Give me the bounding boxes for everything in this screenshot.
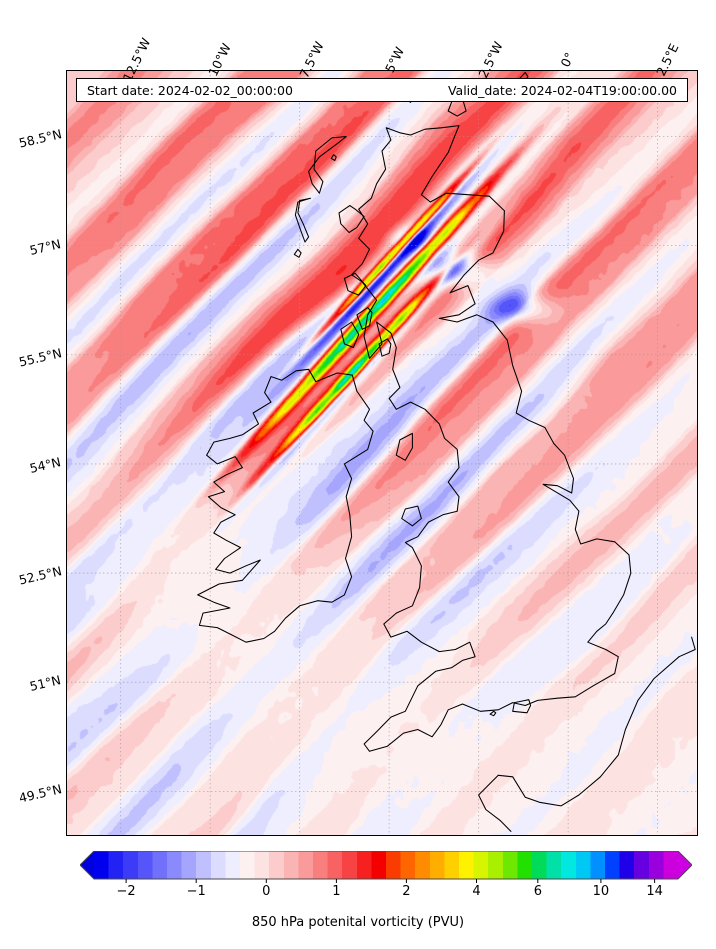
cbar-tick-8: 14 bbox=[646, 884, 663, 899]
date-info-box: Start date: 2024-02-02_00:00:00 Valid_da… bbox=[76, 78, 688, 102]
colorbar-gradient bbox=[80, 851, 692, 883]
lat-tick-6: 58.5°N bbox=[16, 126, 63, 152]
colorbar[interactable] bbox=[80, 851, 692, 883]
cbar-tick-6: 6 bbox=[533, 884, 542, 899]
cbar-tick-2: 0 bbox=[262, 884, 271, 899]
pv-field-raster bbox=[67, 71, 697, 835]
map-axes[interactable] bbox=[66, 70, 698, 836]
lon-tick-5: 0° bbox=[557, 50, 578, 70]
cbar-tick-4: 2 bbox=[402, 884, 411, 899]
cbar-tick-0: −2 bbox=[116, 884, 136, 899]
lat-tick-1: 51°N bbox=[28, 672, 63, 695]
lat-tick-3: 54°N bbox=[28, 454, 63, 476]
lat-tick-4: 55.5°N bbox=[16, 344, 63, 370]
colorbar-title: 850 hPa potenital vorticity (PVU) bbox=[251, 915, 465, 930]
lat-tick-5: 57°N bbox=[28, 235, 63, 258]
start-date-label: Start date: 2024-02-02_00:00:00 bbox=[87, 82, 293, 98]
cbar-tick-3: 1 bbox=[332, 884, 341, 899]
valid-date-label: Valid_date: 2024-02-04T19:00:00.00 bbox=[447, 82, 677, 98]
cbar-tick-1: −1 bbox=[186, 884, 206, 899]
cbar-tick-5: 4 bbox=[472, 884, 481, 899]
cbar-tick-7: 10 bbox=[592, 884, 610, 899]
lat-tick-0: 49.5°N bbox=[16, 781, 63, 806]
lat-tick-2: 52.5°N bbox=[16, 563, 63, 588]
